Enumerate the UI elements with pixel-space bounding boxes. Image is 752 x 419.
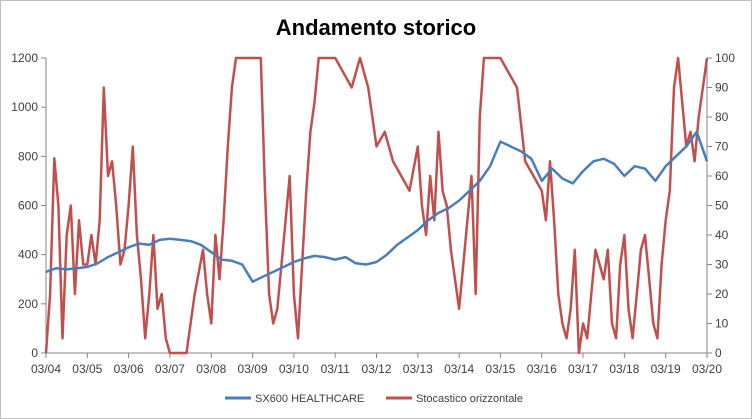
right-tick-label: 80	[715, 110, 729, 124]
left-tick-label: 1000	[11, 100, 38, 114]
series-layer	[44, 56, 709, 355]
x-tick-label: 03/16	[527, 362, 557, 376]
right-tick-label: 70	[715, 140, 729, 154]
x-tick-label: 03/13	[403, 362, 433, 376]
series-line-stocastico-orizzontale	[44, 56, 709, 355]
legend-label-stocastico-orizzontale: Stocastico orizzontale	[416, 393, 523, 405]
left-y-axis-ticks: 0 200 400 600 800 1000 1200	[11, 51, 46, 360]
right-tick-label: 30	[715, 258, 729, 272]
chart-title: Andamento storico	[276, 15, 476, 40]
right-tick-label: 60	[715, 169, 729, 183]
x-tick-label: 03/17	[568, 362, 598, 376]
x-tick-label: 03/19	[651, 362, 681, 376]
x-tick-label: 03/20	[692, 362, 722, 376]
series-line-sx600-healthcare	[45, 130, 709, 283]
x-tick-label: 03/11	[321, 362, 350, 376]
right-y-axis-ticks: 0 10 20 30 40 50 60 70 80 90 100	[707, 51, 735, 360]
right-tick-label: 40	[715, 228, 729, 242]
x-tick-label: 03/05	[72, 362, 102, 376]
left-tick-label: 0	[31, 346, 38, 360]
left-tick-label: 400	[18, 248, 38, 262]
right-tick-label: 20	[715, 287, 729, 301]
left-tick-label: 800	[18, 149, 38, 163]
right-tick-label: 10	[715, 317, 729, 331]
left-tick-label: 200	[18, 297, 38, 311]
x-tick-label: 03/12	[361, 362, 391, 376]
right-tick-label: 50	[715, 199, 729, 213]
x-tick-label: 03/15	[485, 362, 515, 376]
left-tick-label: 600	[18, 199, 38, 213]
x-tick-label: 03/18	[609, 362, 639, 376]
x-tick-label: 03/08	[196, 362, 226, 376]
x-axis-ticks: 03/04 03/05 03/06 03/07 03/08 03/09 03/10 03/11…	[31, 353, 722, 376]
right-tick-label: 100	[715, 51, 735, 65]
x-tick-label: 03/07	[155, 362, 185, 376]
x-tick-label: 03/04	[31, 362, 61, 376]
right-tick-label: 0	[715, 346, 722, 360]
x-tick-label: 03/10	[279, 362, 309, 376]
legend: SX600 HEALTHCARE Stocastico orizzontale	[225, 393, 523, 405]
x-tick-label: 03/06	[114, 362, 144, 376]
left-tick-label: 1200	[11, 51, 38, 65]
x-tick-label: 03/09	[238, 362, 268, 376]
right-tick-label: 90	[715, 81, 729, 95]
x-tick-label: 03/14	[444, 362, 474, 376]
legend-label-sx600-healthcare: SX600 HEALTHCARE	[255, 393, 364, 405]
